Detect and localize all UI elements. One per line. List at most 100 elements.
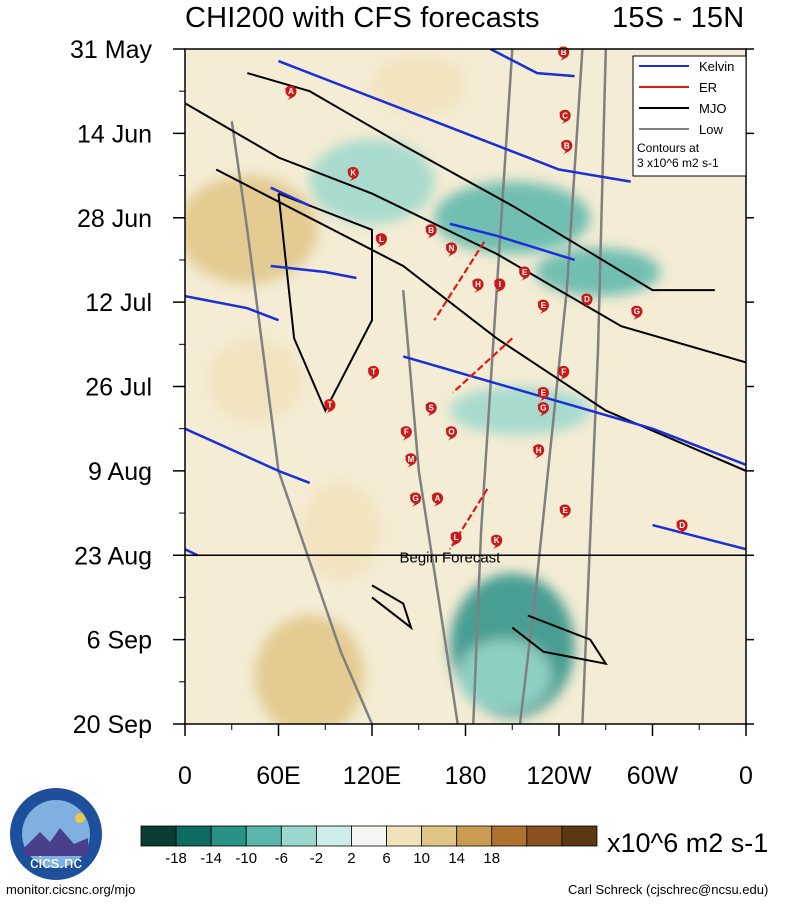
storm-core-icon xyxy=(533,444,545,456)
storm-marker[interactable]: E xyxy=(518,266,531,282)
storm-marker[interactable]: A xyxy=(431,492,444,508)
storm-marker[interactable]: A xyxy=(285,85,297,101)
storm-marker[interactable]: G xyxy=(630,305,643,321)
storm-marker[interactable]: I xyxy=(493,278,506,294)
storm-core-icon xyxy=(405,453,417,465)
legend-box xyxy=(632,55,747,177)
storm-marker[interactable]: G xyxy=(537,402,549,417)
storm-letter: B xyxy=(564,141,570,150)
storm-core-icon xyxy=(537,402,549,414)
storm-marker[interactable]: E xyxy=(559,504,571,520)
storm-marker[interactable]: L xyxy=(375,233,387,248)
kelvin-contour xyxy=(185,294,279,322)
y-tick-label: 28 Jun xyxy=(77,205,152,233)
y-tick-label: 23 Aug xyxy=(74,542,152,570)
storm-marker[interactable]: S xyxy=(425,402,437,417)
storm-core-icon xyxy=(446,242,457,254)
colorbar-tick-label: 14 xyxy=(448,850,465,867)
storm-letter: A xyxy=(288,87,294,96)
storm-letter: F xyxy=(561,367,566,376)
x-tick-label: 0 xyxy=(178,762,192,790)
storm-marker[interactable]: T xyxy=(367,365,380,381)
storm-marker[interactable]: G xyxy=(409,492,422,508)
y-tick-label: 26 Jul xyxy=(85,374,152,402)
cics-logo[interactable]: cics.nc xyxy=(8,786,104,882)
y-tick-label: 31 May xyxy=(70,36,152,64)
storm-marker[interactable]: C xyxy=(559,109,571,125)
storm-marker[interactable]: H xyxy=(472,278,484,294)
storm-marker[interactable]: O xyxy=(445,426,458,441)
y-tick-label: 14 Jun xyxy=(77,120,152,148)
colorbar-swatch xyxy=(456,825,493,847)
negative-anomaly-region xyxy=(434,181,591,254)
storm-marker[interactable]: K xyxy=(490,534,503,550)
legend-note: Contours at xyxy=(637,141,700,155)
x-tick-label: 180 xyxy=(445,762,487,790)
storm-letter: N xyxy=(449,244,455,253)
storm-letter: G xyxy=(634,307,640,316)
storm-marker[interactable]: T xyxy=(323,399,336,414)
colorbar-tick-label: -2 xyxy=(310,850,323,867)
colorbar-tick-label: 18 xyxy=(483,850,500,867)
storm-letter: L xyxy=(379,235,384,244)
storm-marker[interactable]: D xyxy=(581,293,593,309)
storm-core-icon xyxy=(561,139,573,151)
storm-marker[interactable]: L xyxy=(450,531,462,547)
storm-marker[interactable]: F xyxy=(557,365,570,381)
source-link[interactable]: monitor.cicsnc.org/mjo xyxy=(6,882,136,897)
storm-core-icon xyxy=(410,492,422,504)
chart-title: CHI200 with CFS forecasts xyxy=(185,2,540,34)
colorbar-units: x10^6 m2 s-1 xyxy=(607,828,769,858)
storm-core-icon xyxy=(559,109,571,121)
legend-label: ER xyxy=(699,80,717,95)
kelvin-contour xyxy=(278,59,631,183)
storm-letter: O xyxy=(448,428,454,437)
storm-core-icon xyxy=(425,224,437,236)
storm-core-icon xyxy=(581,293,593,305)
storm-letter: E xyxy=(541,301,547,310)
colorbar-tick-label: 2 xyxy=(347,850,355,867)
storm-letter: K xyxy=(494,536,500,545)
storm-marker[interactable]: B xyxy=(425,224,437,239)
storm-marker[interactable]: E xyxy=(537,299,549,315)
colorbar-swatch xyxy=(491,825,528,847)
storm-marker[interactable]: H xyxy=(532,444,545,459)
x-tick-label: 60W xyxy=(627,762,679,790)
legend-label: MJO xyxy=(699,101,726,116)
storm-letter: D xyxy=(679,521,685,530)
storm-marker[interactable]: B xyxy=(560,139,573,155)
colorbar-swatch xyxy=(561,825,598,847)
mjo-contour xyxy=(247,72,715,292)
storm-core-icon xyxy=(494,278,506,290)
storm-marker[interactable]: E xyxy=(537,387,549,402)
storm-marker[interactable]: N xyxy=(445,242,458,257)
storm-marker[interactable]: K xyxy=(347,167,359,182)
colorbar-swatch xyxy=(526,825,563,847)
storm-core-icon xyxy=(558,365,570,377)
storm-core-icon xyxy=(285,85,297,97)
low-filter-contour xyxy=(581,49,608,724)
colorbar-swatch xyxy=(175,825,212,847)
x-tick-label: 60E xyxy=(256,762,300,790)
colorbar-tick-label: -6 xyxy=(275,850,288,867)
storm-marker[interactable]: D xyxy=(676,519,688,535)
colorbar-swatch xyxy=(386,825,423,847)
y-tick-label: 6 Sep xyxy=(87,627,152,655)
forecast-start-label: Begin Forecast xyxy=(399,549,501,566)
negative-anomaly-region xyxy=(309,139,435,224)
negative-anomaly-region xyxy=(535,247,661,297)
y-tick-label: 9 Aug xyxy=(88,458,152,486)
storm-letter: H xyxy=(475,280,481,289)
storm-marker[interactable]: M xyxy=(405,453,417,468)
storm-letter: E xyxy=(522,268,528,277)
y-tick-label: 20 Sep xyxy=(73,711,152,739)
negative-anomaly-region xyxy=(449,386,591,435)
storm-letter: A xyxy=(435,494,441,503)
storm-core-icon xyxy=(676,519,688,531)
colorbar-tick-label: 6 xyxy=(382,850,390,867)
storm-marker[interactable]: F xyxy=(400,426,412,441)
colorbar-tick-label: -14 xyxy=(200,850,222,867)
kelvin-contour xyxy=(652,523,746,551)
x-tick-label: 120W xyxy=(526,762,592,790)
